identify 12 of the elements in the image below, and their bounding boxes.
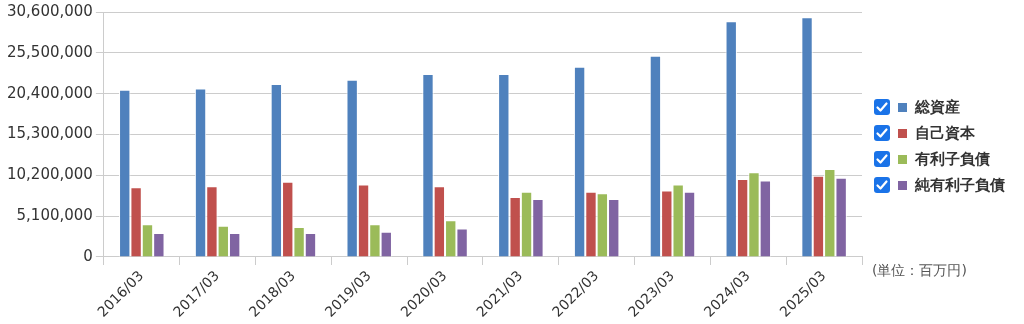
- y-tick-label: 20,400,000: [6, 83, 93, 102]
- y-tick-label: 25,500,000: [6, 42, 93, 61]
- y-tick-label: 5,100,000: [16, 206, 93, 225]
- legend-label: 純有利子負債: [915, 175, 1005, 195]
- legend-label: 総資産: [915, 97, 960, 117]
- text: (単位：百万円): [872, 262, 967, 280]
- y-tick-label: 30,600,000: [6, 1, 93, 20]
- y-tick-label: 0: [83, 246, 93, 265]
- y-tick-label: 10,200,000: [6, 165, 93, 184]
- legend-label: 自己資本: [915, 123, 975, 143]
- y-tick-label: 15,300,000: [6, 124, 93, 143]
- legend-label: 有利子負債: [915, 149, 990, 169]
